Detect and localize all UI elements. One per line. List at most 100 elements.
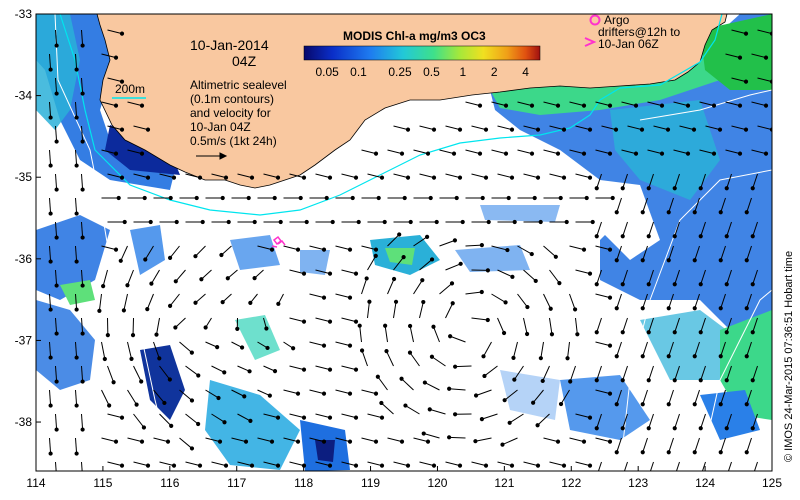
velocity-arrow-head	[724, 234, 729, 239]
velocity-arrow-head	[698, 186, 703, 191]
velocity-arrow-head	[505, 247, 510, 253]
velocity-arrow-head	[483, 463, 489, 468]
velocity-arrow-shaft	[647, 101, 663, 107]
colorbar-tick-label: 2	[491, 65, 498, 79]
velocity-arrow-head	[525, 304, 530, 310]
velocity-arrow-head	[222, 370, 227, 375]
velocity-arrow-shaft	[569, 245, 585, 251]
velocity-arrow-shaft	[81, 413, 84, 430]
velocity-arrow-head	[252, 219, 257, 225]
velocity-arrow-shaft	[627, 125, 643, 131]
latitude-axis: -33 -34 -35 -36 -37 -38	[15, 7, 41, 429]
velocity-arrow-head	[272, 195, 277, 201]
velocity-arrow-shaft	[705, 125, 721, 131]
velocity-arrow-shaft	[543, 245, 557, 258]
velocity-arrow-head	[189, 446, 195, 451]
velocity-arrow-head	[397, 232, 402, 237]
lon-tick-label: 124	[695, 476, 715, 490]
velocity-arrow-head	[48, 355, 53, 360]
velocity-arrow-head	[485, 317, 490, 323]
velocity-arrow-shaft	[475, 389, 492, 397]
velocity-arrow-shaft	[648, 173, 654, 189]
lon-tick-label: 115	[93, 476, 112, 490]
velocity-arrow-head	[620, 330, 625, 335]
velocity-arrow-head	[587, 463, 593, 468]
velocity-arrow-shaft	[107, 125, 123, 131]
velocity-arrow-shaft	[752, 173, 758, 189]
velocity-arrow-head	[449, 281, 455, 286]
velocity-arrow-head	[162, 400, 167, 406]
velocity-arrow-head	[509, 127, 515, 132]
velocity-arrow-head	[119, 127, 125, 132]
velocity-arrow-head	[640, 258, 645, 263]
velocity-arrow-head	[450, 301, 455, 306]
velocity-arrow-shaft	[361, 437, 377, 443]
velocity-arrow-head	[420, 278, 425, 283]
velocity-arrow-head	[718, 258, 723, 263]
velocity-arrow-head	[275, 463, 281, 468]
velocity-arrow-head	[587, 415, 593, 420]
velocity-arrow-shaft	[367, 461, 383, 467]
velocity-arrow-head	[347, 391, 353, 396]
velocity-arrow-head	[581, 439, 587, 444]
velocity-arrow-head	[506, 195, 511, 201]
velocity-arrow-head	[531, 400, 536, 405]
velocity-arrow-shaft	[263, 461, 279, 467]
velocity-arrow-shaft	[419, 259, 433, 271]
colorbar-tick-label: 0.25	[388, 65, 412, 79]
velocity-arrow-head	[607, 247, 613, 252]
velocity-arrow-shaft	[471, 173, 487, 179]
velocity-arrow-shaft	[211, 413, 225, 423]
velocity-arrow-head	[448, 334, 453, 339]
velocity-arrow-shaft	[159, 461, 175, 467]
velocity-arrow-head	[646, 234, 651, 239]
velocity-arrow-head	[503, 300, 508, 305]
velocity-arrow-head	[737, 103, 743, 108]
velocity-arrow-shaft	[725, 53, 741, 59]
velocity-arrow-head	[434, 219, 439, 225]
velocity-arrow-head	[750, 426, 755, 431]
velocity-arrow-shaft	[497, 269, 513, 278]
velocity-arrow-shaft	[752, 269, 758, 285]
velocity-arrow-shaft	[517, 149, 533, 155]
velocity-arrow-head	[48, 403, 53, 408]
velocity-arrow-shaft	[543, 101, 559, 107]
velocity-arrows	[48, 29, 772, 479]
velocity-arrow-shaft	[195, 293, 206, 304]
velocity-arrow-shaft	[668, 197, 674, 213]
velocity-arrow-head	[429, 257, 435, 262]
velocity-arrow-shaft	[55, 29, 58, 46]
velocity-arrow-head	[353, 319, 359, 324]
velocity-arrow-shaft	[361, 350, 368, 367]
velocity-arrow-shaft	[49, 245, 52, 262]
velocity-arrow-shaft	[596, 173, 602, 189]
velocity-arrow-head	[672, 330, 677, 335]
velocity-arrow-head	[81, 476, 84, 479]
velocity-arrow-head	[481, 354, 486, 359]
velocity-arrow-head	[74, 355, 79, 360]
velocity-arrow-head	[54, 379, 59, 384]
velocity-arrow-head	[666, 450, 671, 455]
velocity-arrow-head	[226, 219, 231, 225]
velocity-arrow-shaft	[359, 325, 362, 343]
velocity-arrow-head	[48, 451, 53, 456]
velocity-arrow-shaft	[752, 365, 758, 381]
velocity-arrow-shaft	[55, 317, 58, 334]
velocity-arrow-shaft	[543, 293, 552, 309]
velocity-arrow-shaft	[567, 341, 570, 359]
velocity-arrow-head	[171, 463, 177, 468]
velocity-arrow-head	[301, 271, 307, 276]
velocity-arrow-shaft	[616, 245, 622, 261]
velocity-arrow-shaft	[424, 382, 440, 391]
velocity-arrow-shaft	[575, 173, 591, 179]
velocity-arrow-shaft	[560, 389, 570, 405]
velocity-arrow-head	[428, 195, 433, 201]
velocity-arrow-shaft	[107, 413, 123, 419]
velocity-arrow-head	[301, 415, 307, 420]
velocity-arrow-shaft	[81, 461, 83, 471]
velocity-arrow-head	[350, 195, 355, 201]
velocity-arrow-head	[272, 369, 278, 374]
velocity-arrow-shaft	[726, 317, 732, 333]
velocity-arrow-head	[167, 377, 172, 382]
velocity-arrow-head	[375, 374, 380, 379]
